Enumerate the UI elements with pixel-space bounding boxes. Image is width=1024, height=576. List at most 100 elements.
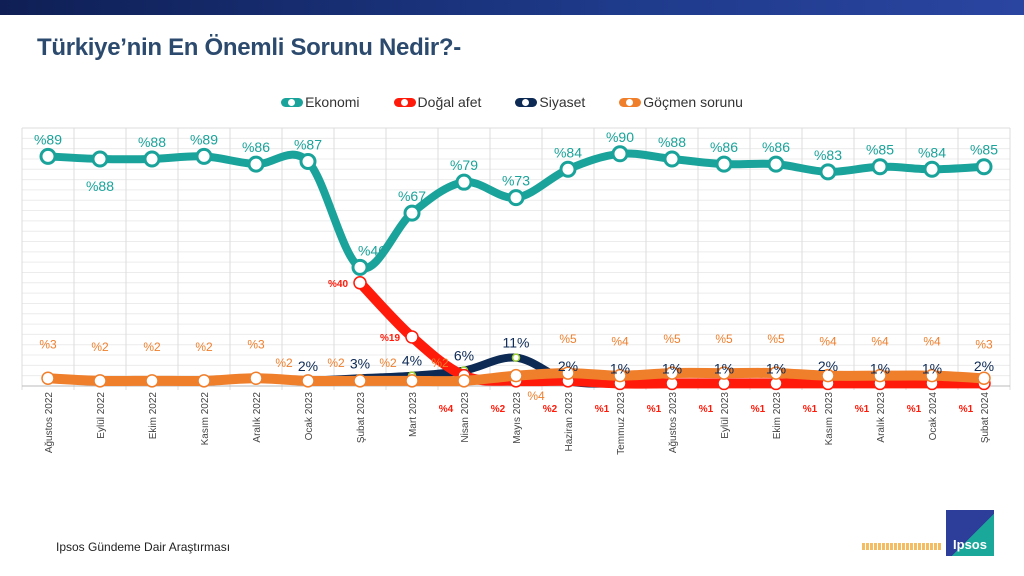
data-label: %1 — [803, 404, 818, 415]
data-label: 1% — [870, 360, 890, 376]
data-point — [143, 150, 161, 168]
x-tick-label: Haziran 2023 — [564, 392, 575, 452]
data-label: %88 — [138, 134, 166, 150]
x-tick-label: Ekim 2023 — [772, 392, 783, 440]
data-point — [821, 368, 835, 383]
data-label: %1 — [855, 404, 870, 415]
x-tick-label: Eylül 2022 — [96, 392, 107, 439]
data-label: %79 — [450, 157, 478, 173]
x-tick-label: Ağustos 2023 — [668, 392, 679, 454]
legend-label: Siyaset — [539, 94, 586, 110]
data-point — [247, 155, 265, 173]
data-label: 2% — [298, 358, 318, 374]
data-label: %4 — [527, 389, 545, 403]
legend-label: Göçmen sorunu — [643, 94, 743, 110]
data-label: %40 — [328, 279, 348, 290]
data-label: %89 — [190, 131, 218, 147]
data-label: %2 — [327, 356, 345, 370]
data-point — [457, 374, 471, 388]
legend-swatch-icon — [515, 97, 538, 107]
x-tick-label: Şubat 2024 — [980, 392, 991, 444]
data-label: 1% — [714, 360, 734, 376]
data-label: 1% — [662, 360, 682, 376]
data-point — [353, 374, 367, 388]
data-label: %5 — [559, 332, 577, 346]
legend-item: Doğal afet — [393, 94, 481, 110]
data-label: %5 — [663, 332, 681, 346]
data-point — [301, 374, 315, 388]
legend-item: Ekonomi — [281, 94, 360, 110]
x-tick-label: Şubat 2023 — [356, 392, 367, 444]
data-label: %4 — [439, 404, 454, 415]
data-label: %4 — [923, 335, 941, 349]
data-point — [977, 371, 991, 386]
data-label: %1 — [751, 404, 766, 415]
data-point — [455, 173, 473, 191]
data-point — [353, 276, 367, 290]
data-point — [509, 368, 523, 383]
data-point — [613, 368, 627, 383]
data-label: 3% — [350, 355, 370, 371]
data-point — [405, 374, 419, 388]
x-tick-label: Kasım 2022 — [200, 392, 211, 446]
data-point — [819, 163, 837, 181]
data-label: %4 — [611, 335, 629, 349]
data-label: %1 — [959, 404, 974, 415]
data-label: %2 — [275, 356, 293, 370]
data-point — [925, 368, 939, 383]
data-label: %85 — [970, 142, 998, 158]
data-label: %46 — [358, 242, 386, 258]
data-label: %5 — [715, 332, 733, 346]
x-tick-label: Kasım 2023 — [824, 392, 835, 446]
data-label: %86 — [710, 139, 738, 155]
data-label: 2% — [818, 358, 838, 374]
x-tick-label: Aralık 2022 — [252, 392, 263, 443]
page-title: Türkiye’nin En Önemli Sorunu Nedir?- — [37, 34, 461, 61]
data-label: 11% — [503, 335, 530, 351]
data-label: %3 — [39, 337, 57, 351]
data-label: 4% — [402, 353, 422, 369]
legend-item: Göçmen sorunu — [619, 94, 743, 110]
data-point — [511, 353, 521, 362]
data-label: %2 — [195, 340, 213, 354]
data-label: %19 — [380, 333, 400, 344]
data-label: %1 — [907, 404, 922, 415]
x-tick-label: Mayıs 2023 — [512, 392, 523, 444]
data-label: %88 — [86, 178, 114, 194]
legend-swatch-icon — [281, 97, 304, 107]
ipsos-logo: Ipsos — [946, 510, 994, 556]
data-label: %86 — [242, 139, 270, 155]
data-label: %2 — [543, 404, 558, 415]
data-label: %83 — [814, 147, 842, 163]
legend-label: Ekonomi — [305, 94, 360, 110]
data-point — [403, 204, 421, 222]
data-label: %2 — [379, 356, 397, 370]
data-label: %90 — [606, 129, 634, 145]
data-label: %84 — [918, 144, 946, 160]
data-label: %2 — [91, 340, 109, 354]
data-label: %84 — [554, 144, 582, 160]
data-label: %4 — [819, 335, 837, 349]
data-point — [871, 158, 889, 176]
data-point — [611, 145, 629, 163]
data-label: 1% — [922, 360, 942, 376]
data-point — [197, 374, 211, 388]
data-label: 2% — [558, 358, 578, 374]
data-point — [41, 371, 55, 386]
data-label: 1% — [766, 360, 786, 376]
data-point — [873, 368, 887, 383]
x-tick-label: Ekim 2022 — [148, 392, 159, 440]
data-point — [559, 160, 577, 178]
data-label: %73 — [502, 173, 530, 189]
data-label: 6% — [454, 348, 474, 364]
data-point — [405, 330, 419, 344]
data-label: 1% — [610, 360, 630, 376]
data-label: %2 — [431, 356, 449, 370]
x-tick-label: Ocak 2023 — [304, 392, 315, 441]
data-label: %4 — [871, 335, 889, 349]
data-point — [717, 366, 731, 380]
x-tick-label: Eylül 2023 — [720, 392, 731, 439]
data-label: %85 — [866, 142, 894, 158]
data-label: %88 — [658, 134, 686, 150]
data-point — [91, 150, 109, 168]
